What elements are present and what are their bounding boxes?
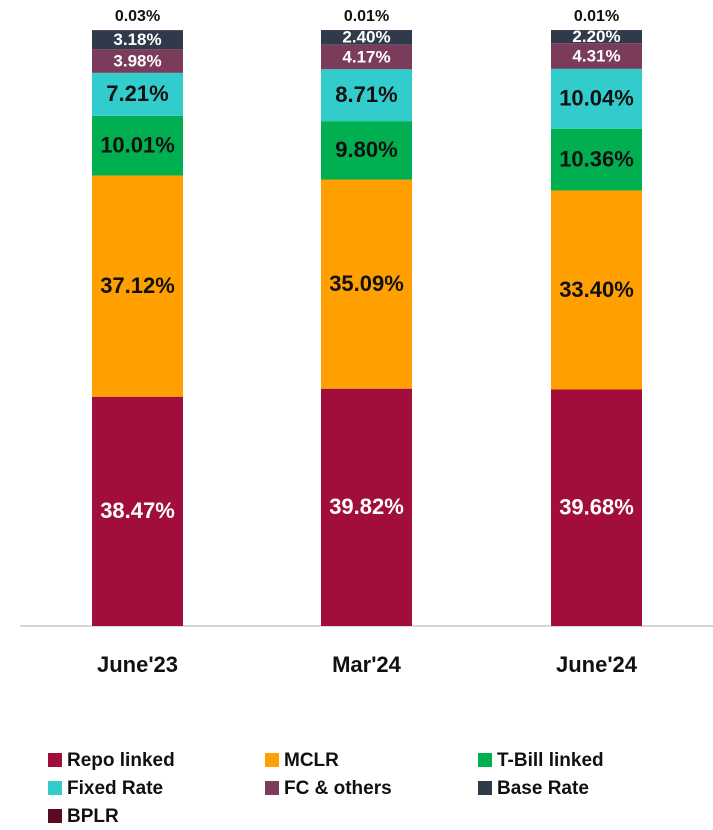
data-label: 7.21% bbox=[106, 81, 168, 106]
bar-segment bbox=[92, 49, 183, 73]
data-label: 35.09% bbox=[329, 271, 404, 296]
bar-segment bbox=[92, 115, 183, 176]
legend-swatch bbox=[478, 781, 492, 795]
data-label: 2.40% bbox=[342, 28, 390, 47]
bar-segment bbox=[321, 30, 412, 45]
legend-swatch bbox=[265, 781, 279, 795]
data-label: 2.20% bbox=[572, 27, 620, 46]
bar-segment bbox=[551, 190, 642, 390]
data-label: 9.80% bbox=[335, 137, 397, 162]
bar-segment bbox=[92, 175, 183, 397]
bar-segment bbox=[92, 72, 183, 116]
data-label: 38.47% bbox=[100, 498, 175, 523]
bar-segment bbox=[92, 30, 183, 50]
data-label: 3.98% bbox=[113, 51, 161, 70]
x-tick-label: June'24 bbox=[556, 652, 638, 677]
legend-label: FC & others bbox=[284, 778, 392, 799]
data-label: 10.36% bbox=[559, 146, 634, 171]
x-tick-label: June'23 bbox=[97, 652, 178, 677]
x-tick-label: Mar'24 bbox=[332, 652, 402, 677]
data-label: 10.04% bbox=[559, 86, 634, 111]
data-label: 0.01% bbox=[344, 8, 389, 25]
bar-segment bbox=[551, 43, 642, 69]
bar-segment bbox=[551, 68, 642, 129]
legend-label: BPLR bbox=[67, 806, 119, 827]
bar-segment bbox=[92, 396, 183, 626]
bar-segment bbox=[551, 128, 642, 191]
legend-swatch bbox=[265, 753, 279, 767]
data-label: 0.03% bbox=[115, 8, 160, 25]
data-label: 4.17% bbox=[342, 47, 390, 66]
legend-label: Repo linked bbox=[67, 750, 175, 771]
data-label: 0.01% bbox=[574, 8, 619, 25]
legend-label: T-Bill linked bbox=[497, 750, 604, 771]
bar-segment bbox=[321, 69, 412, 122]
data-label: 3.18% bbox=[113, 30, 161, 49]
bar-segment bbox=[551, 30, 642, 44]
legend-swatch bbox=[48, 781, 62, 795]
legend-swatch bbox=[478, 753, 492, 767]
bar-segment bbox=[551, 389, 642, 626]
legend-swatch bbox=[48, 753, 62, 767]
legend-label: Fixed Rate bbox=[67, 778, 163, 799]
legend-swatch bbox=[48, 809, 62, 823]
bar-segment bbox=[321, 121, 412, 180]
data-label: 4.31% bbox=[572, 46, 620, 65]
data-label: 10.01% bbox=[100, 132, 175, 157]
data-label: 39.68% bbox=[559, 495, 634, 520]
legend-label: MCLR bbox=[284, 750, 339, 771]
legend-label: Base Rate bbox=[497, 778, 589, 799]
data-label: 39.82% bbox=[329, 494, 404, 519]
data-label: 8.71% bbox=[335, 82, 397, 107]
data-label: 33.40% bbox=[559, 277, 634, 302]
bar-segment bbox=[321, 179, 412, 389]
bar-segment bbox=[321, 44, 412, 70]
data-label: 37.12% bbox=[100, 273, 175, 298]
bar-segment bbox=[321, 388, 412, 626]
